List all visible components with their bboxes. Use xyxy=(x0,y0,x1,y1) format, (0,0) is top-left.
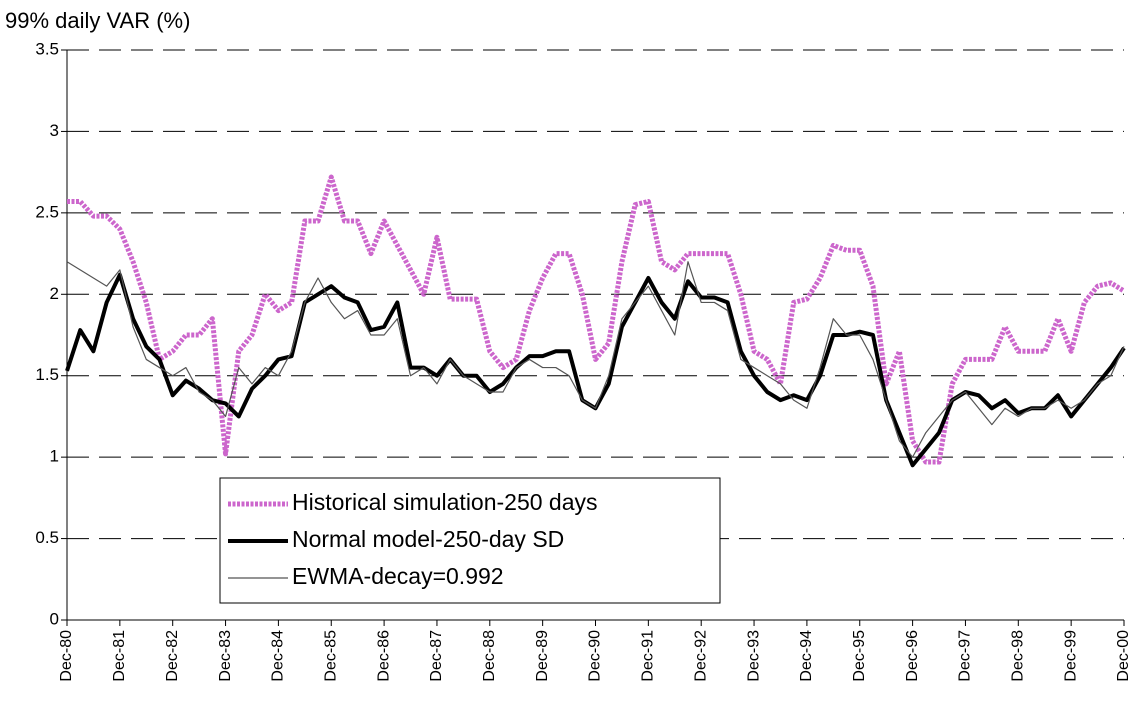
y-tick-label: 2.5 xyxy=(35,202,59,221)
x-tick-label: Dec-91 xyxy=(640,630,657,682)
x-tick-label: Dec-85 xyxy=(322,630,339,682)
x-tick-label: Dec-86 xyxy=(375,630,392,682)
x-tick-label: Dec-98 xyxy=(1010,630,1027,682)
x-tick-label: Dec-84 xyxy=(270,630,287,682)
legend-label: EWMA-decay=0.992 xyxy=(292,563,504,589)
y-tick-label: 0.5 xyxy=(35,528,59,547)
y-tick-label: 3 xyxy=(50,121,59,140)
x-tick-label: Dec-96 xyxy=(904,630,921,682)
x-tick-label: Dec-00 xyxy=(1115,630,1132,682)
x-tick-label: Dec-93 xyxy=(745,630,762,682)
legend-label: Normal model-250-day SD xyxy=(292,526,564,552)
x-tick-label: Dec-97 xyxy=(957,630,974,682)
x-tick-label: Dec-88 xyxy=(481,630,498,682)
x-tick-label: Dec-87 xyxy=(428,630,445,682)
legend-label: Historical simulation-250 days xyxy=(292,489,598,515)
series-line xyxy=(66,261,1125,458)
x-tick-label: Dec-83 xyxy=(217,630,234,682)
x-tick-label: Dec-99 xyxy=(1062,630,1079,682)
y-tick-label: 3.5 xyxy=(35,39,59,58)
y-tick-label: 0 xyxy=(50,609,59,628)
y-tick-label: 1 xyxy=(50,447,59,466)
legend: Historical simulation-250 days Normal mod… xyxy=(219,477,721,604)
y-tick-label: 2 xyxy=(50,284,59,303)
x-tick-label: Dec-82 xyxy=(164,630,181,682)
x-tick-label: Dec-80 xyxy=(58,630,75,682)
x-tick-label: Dec-94 xyxy=(798,630,815,682)
x-tick-label: Dec-95 xyxy=(851,630,868,682)
legend-box xyxy=(219,477,721,604)
x-tick-label: Dec-92 xyxy=(692,630,709,682)
x-tick-label: Dec-89 xyxy=(534,630,551,682)
y-tick-label: 1.5 xyxy=(35,365,59,384)
chart-title: 99% daily VAR (%) xyxy=(5,8,190,33)
x-tick-label: Dec-90 xyxy=(587,630,604,682)
series-line xyxy=(67,174,1126,465)
x-tick-label: Dec-81 xyxy=(111,630,128,682)
